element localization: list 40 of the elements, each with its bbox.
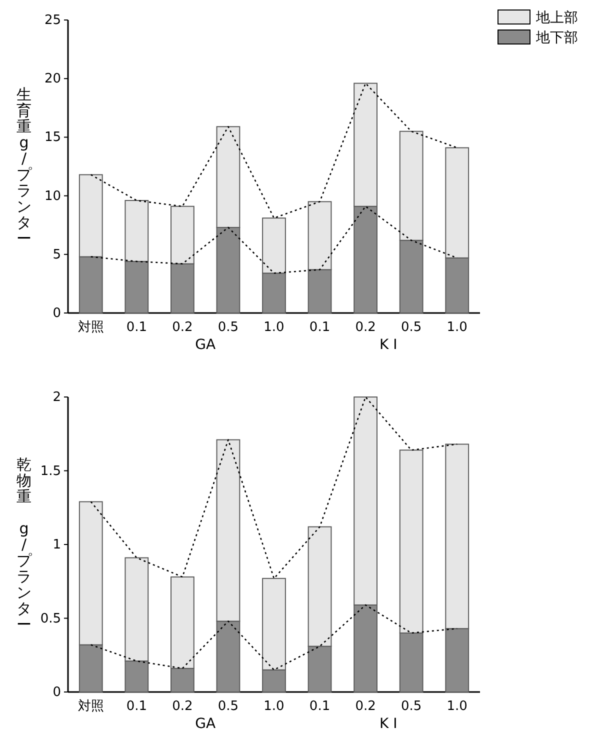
y-tick-label: 25 — [44, 13, 61, 28]
x-tick-label: 対照 — [78, 319, 104, 335]
y-tick-label: 0.5 — [40, 611, 61, 626]
y-tick-label: 1 — [52, 538, 61, 552]
y-tick-label: 5 — [52, 247, 61, 262]
x-tick-label: 1.0 — [446, 699, 468, 714]
line-series — [90, 604, 458, 671]
text: GA — [195, 716, 216, 732]
text: GA — [195, 337, 216, 353]
x-tick-label: 0.1 — [309, 699, 330, 714]
text: K I — [380, 337, 398, 353]
legend-label: 地下部 — [535, 30, 578, 46]
x-tick-label: 1.0 — [264, 320, 284, 335]
x-tick-label: 1.0 — [446, 320, 468, 335]
y-tick-label: 10 — [44, 188, 61, 204]
line-series — [90, 396, 458, 580]
y-tick-label: 20 — [44, 72, 61, 87]
legend-label: 地上部 — [535, 10, 578, 26]
x-tick-label: 0.2 — [355, 320, 376, 335]
x-tick-label: 1.0 — [264, 699, 284, 714]
y-tick-label: 2 — [52, 390, 61, 405]
x-tick-label: 0.2 — [172, 699, 193, 714]
x-tick-label: 対照 — [78, 698, 104, 714]
text: 生育重g/プランター — [16, 86, 32, 248]
x-tick-label: 0.2 — [355, 699, 376, 714]
x-tick-label: 0.5 — [400, 699, 422, 714]
text: K I — [380, 716, 398, 732]
x-tick-label: 0.2 — [172, 320, 193, 335]
y-tick-label: 1.5 — [40, 464, 61, 479]
x-tick-label: 0.5 — [218, 320, 239, 335]
y-tick-label: 15 — [44, 130, 61, 146]
x-tick-label: 0.5 — [218, 699, 239, 714]
text: 乾物重 g/プランター — [16, 456, 32, 634]
x-tick-label: 0.1 — [126, 699, 148, 714]
x-tick-label: 0.1 — [309, 320, 330, 335]
x-tick-label: 0.5 — [400, 320, 422, 335]
y-tick-label: 0 — [52, 306, 61, 321]
y-tick-label: 0 — [52, 685, 61, 700]
x-tick-label: 0.1 — [126, 320, 148, 335]
line-series — [90, 82, 458, 219]
